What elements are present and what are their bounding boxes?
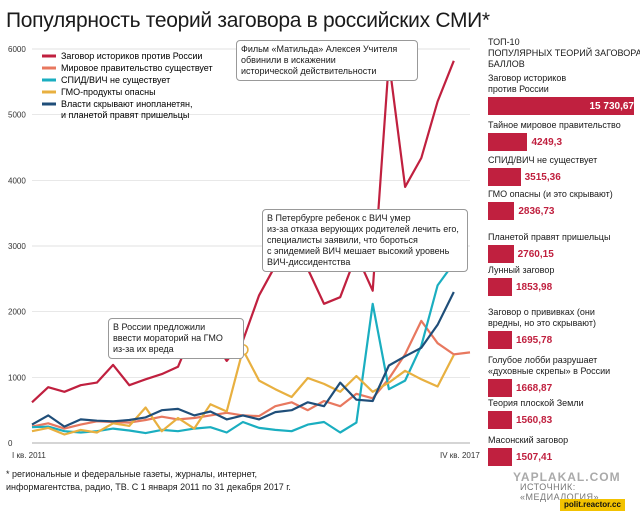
ranking-label: Голубое лобби разрушает [488, 355, 598, 365]
ranking-value: 1853,98 [516, 281, 553, 293]
watermark: YAPLAKAL.COM [513, 470, 621, 484]
ranking-value: 3515,36 [524, 171, 561, 183]
y-tick-label: 0 [8, 439, 13, 448]
series-line-2 [31, 319, 471, 430]
annotation-line: В Петербурге ребенок с ВИЧ умер [267, 213, 411, 223]
annotation-line: ввести мораторий на ГМО [113, 333, 223, 343]
gmo-annotation: В России предложили ввести мораторий на Г… [108, 318, 244, 359]
ranking-label: Заговор историков [488, 73, 567, 83]
legend-label: СПИД/ВИЧ не существует [61, 75, 170, 85]
site-badge[interactable]: polit.reactor.cc [560, 499, 625, 511]
y-tick-label: 3000 [8, 242, 26, 251]
ranking-item: Тайное мировое правительство 4249,3 [488, 120, 640, 151]
ranking-value: 4249,3 [531, 136, 563, 148]
ranking-bar [488, 411, 512, 429]
x-tick-label: I кв. 2011 [12, 451, 46, 460]
y-tick-label: 5000 [8, 111, 26, 120]
ranking-bar [488, 202, 515, 220]
ranking-label: Масонский заговор [488, 435, 569, 445]
ranking-value: 2836,73 [518, 205, 555, 217]
ranking-heading-line: баллов [488, 59, 525, 69]
annotation-line: специалисты заявили, что бороться [267, 235, 418, 245]
page-title: Популярность теорий заговора в российски… [6, 9, 490, 32]
y-tick-label: 2000 [8, 308, 26, 317]
ranking-item: Лунный заговор 1853,98 [488, 265, 640, 296]
ranking-item: Заговор историков против России 15 730,67 [488, 73, 640, 115]
ranking-bar-row: 1507,41 [488, 448, 640, 466]
ranking-bar [488, 379, 512, 397]
ranking-bar-row: 1560,83 [488, 411, 640, 429]
ranking-bar [488, 97, 634, 115]
ranking-value: 15 730,67 [589, 100, 635, 112]
y-tick-label: 1000 [8, 373, 26, 382]
matilda-annotation: Фильм «Матильда» Алексея Учителя обвинили… [236, 40, 418, 81]
ranking-heading-line: популярных теорий заговора, [488, 48, 640, 58]
ranking-label: вредны, но это скрывают) [488, 318, 596, 328]
legend-label: Власти скрывают инопланетян, [61, 99, 192, 109]
ranking-item: Заговор о прививках (они вредны, но это с… [488, 307, 640, 349]
footnote: * региональные и федеральные газеты, жур… [6, 468, 306, 494]
footnote-line: * региональные и федеральные газеты, жур… [6, 469, 257, 479]
series-line-5 [31, 291, 455, 428]
ranking-bar [488, 133, 528, 151]
annotation-line: Фильм «Матильда» Алексея Учителя [241, 44, 398, 54]
ranking-value: 2760,15 [517, 248, 554, 260]
ranking-value: 1695,78 [516, 334, 553, 346]
ranking-label: Теория плоской Земли [488, 398, 584, 408]
ranking-item: Планетой правят пришельцы 2760,15 [488, 232, 640, 263]
ranking-bar-row: 3515,36 [488, 168, 640, 186]
ranking-bar [488, 168, 521, 186]
annotation-line: с эпидемией ВИЧ мешает высокий уровень [267, 246, 450, 256]
footnote-line: информагентства, радио, ТВ. С 1 января 2… [6, 482, 291, 492]
ranking-item: ГМО опасны (и это скрывают) 2836,73 [488, 189, 640, 220]
source-credit: ИСТОЧНИК: «МЕДИАЛОГИЯ» [520, 482, 600, 502]
ranking-item: Голубое лобби разрушает «духовные скрепы»… [488, 355, 640, 397]
ranking-bar-row: 2836,73 [488, 202, 640, 220]
ranking-bar [488, 331, 512, 349]
ranking-label: Заговор о прививках (они [488, 307, 595, 317]
ranking-heading-line: ТОП-10 [488, 37, 520, 47]
ranking-bar-row: 1695,78 [488, 331, 640, 349]
legend-label: Заговор историков против России [61, 51, 202, 61]
ranking-label: «духовные скрепы» в России [488, 366, 611, 376]
ranking-bar-row: 1668,87 [488, 379, 640, 397]
annotation-line: из-за отказа верующих родителей лечить е… [267, 224, 459, 234]
ranking-bar [488, 245, 514, 263]
ranking-label: против России [488, 84, 549, 94]
annotation-line: из-за их вреда [113, 344, 174, 354]
legend-label: ГМО-продукты опасны [61, 87, 156, 97]
ranking-item: Масонский заговор 1507,41 [488, 435, 640, 466]
ranking-label: Лунный заговор [488, 265, 555, 275]
annotation-line: обвинили в искажении [241, 55, 336, 65]
ranking-value: 1507,41 [516, 451, 553, 463]
ranking-label: СПИД/ВИЧ не существует [488, 155, 598, 165]
y-tick-label: 6000 [8, 45, 26, 54]
legend-label: Мировое правительство существует [61, 63, 213, 73]
ranking-item: СПИД/ВИЧ не существует 3515,36 [488, 155, 640, 186]
ranking-bar [488, 278, 512, 296]
annotation-line: исторической действительности [241, 66, 377, 76]
y-tick-label: 4000 [8, 176, 26, 185]
ranking-bar-row: 1853,98 [488, 278, 640, 296]
ranking-heading: ТОП-10 популярных теорий заговора, балло… [488, 37, 640, 70]
ranking-bar-row: 15 730,67 [488, 97, 640, 115]
ranking-bar-row: 4249,3 [488, 133, 640, 151]
ranking-bar-row: 2760,15 [488, 245, 640, 263]
hiv-annotation: В Петербурге ребенок с ВИЧ умер из-за отк… [262, 209, 468, 272]
ranking-label: Планетой правят пришельцы [488, 232, 611, 242]
ranking-item: Теория плоской Земли 1560,83 [488, 398, 640, 429]
ranking-value: 1668,87 [516, 382, 553, 394]
annotation-line: ВИЧ-диссидентства [267, 257, 351, 267]
ranking-label: Тайное мировое правительство [488, 120, 621, 130]
legend-label: и планетой правят пришельцы [61, 110, 189, 120]
ranking-bar [488, 448, 512, 466]
annotation-line: В России предложили [113, 322, 206, 332]
ranking-value: 1560,83 [516, 414, 553, 426]
x-tick-label: IV кв. 2017 [440, 451, 480, 460]
ranking-label: ГМО опасны (и это скрывают) [488, 189, 613, 199]
